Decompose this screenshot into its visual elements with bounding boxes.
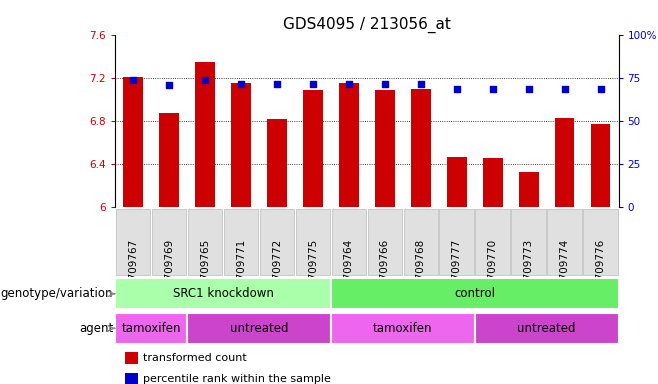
Text: GSM709770: GSM709770 (488, 238, 497, 301)
FancyBboxPatch shape (440, 209, 474, 275)
Text: GSM709769: GSM709769 (164, 238, 174, 302)
Point (523, 86, 534, 92)
Text: agent: agent (79, 322, 113, 335)
FancyBboxPatch shape (583, 209, 618, 275)
Title: GDS4095 / 213056_at: GDS4095 / 213056_at (283, 17, 451, 33)
Text: GSM709764: GSM709764 (344, 238, 354, 302)
Text: GSM709776: GSM709776 (595, 238, 605, 302)
Text: genotype/variation: genotype/variation (1, 287, 113, 300)
FancyBboxPatch shape (331, 313, 474, 344)
Bar (555, 118, 574, 207)
FancyBboxPatch shape (368, 209, 402, 275)
Bar (195, 61, 215, 207)
Text: transformed count: transformed count (143, 353, 247, 363)
Point (451, 86, 462, 92)
Point (343, 81, 354, 87)
Bar (375, 89, 395, 207)
Point (272, 81, 282, 87)
Text: GSM709775: GSM709775 (308, 238, 318, 302)
FancyBboxPatch shape (547, 209, 582, 275)
Point (128, 77, 138, 83)
Text: GSM709766: GSM709766 (380, 238, 390, 302)
Text: control: control (454, 287, 495, 300)
FancyBboxPatch shape (115, 313, 187, 344)
FancyBboxPatch shape (332, 209, 366, 275)
Text: untreated: untreated (230, 322, 288, 335)
Bar (447, 157, 467, 207)
Bar (125, 373, 138, 384)
Text: GSM709777: GSM709777 (452, 238, 462, 302)
Bar (519, 172, 538, 207)
Point (236, 81, 246, 87)
Point (559, 86, 570, 92)
Point (595, 86, 606, 92)
Text: tamoxifen: tamoxifen (373, 322, 432, 335)
FancyBboxPatch shape (476, 209, 510, 275)
Text: tamoxifen: tamoxifen (121, 322, 181, 335)
Bar (591, 124, 611, 207)
Text: GSM709772: GSM709772 (272, 238, 282, 302)
Text: GSM709771: GSM709771 (236, 238, 246, 302)
FancyBboxPatch shape (187, 313, 331, 344)
FancyBboxPatch shape (403, 209, 438, 275)
FancyBboxPatch shape (188, 209, 222, 275)
Bar (339, 83, 359, 207)
Text: GSM709768: GSM709768 (416, 238, 426, 302)
Text: untreated: untreated (517, 322, 576, 335)
Bar (123, 77, 143, 207)
Bar (159, 113, 179, 207)
Bar (411, 89, 430, 207)
Bar (231, 83, 251, 207)
Point (415, 81, 426, 87)
Point (308, 81, 318, 87)
Text: GSM709774: GSM709774 (559, 238, 570, 302)
FancyBboxPatch shape (260, 209, 294, 275)
Point (200, 77, 211, 83)
FancyBboxPatch shape (224, 209, 258, 275)
Bar (267, 119, 287, 207)
Bar (303, 89, 323, 207)
Text: GSM709767: GSM709767 (128, 238, 138, 302)
Text: percentile rank within the sample: percentile rank within the sample (143, 374, 331, 384)
FancyBboxPatch shape (152, 209, 186, 275)
Text: GSM709765: GSM709765 (200, 238, 210, 302)
Text: GSM709773: GSM709773 (524, 238, 534, 302)
Point (380, 81, 390, 87)
Point (164, 82, 174, 88)
Point (488, 86, 498, 92)
FancyBboxPatch shape (474, 313, 619, 344)
FancyBboxPatch shape (115, 278, 331, 310)
FancyBboxPatch shape (116, 209, 151, 275)
Text: SRC1 knockdown: SRC1 knockdown (172, 287, 274, 300)
Bar (125, 352, 138, 364)
FancyBboxPatch shape (295, 209, 330, 275)
FancyBboxPatch shape (331, 278, 619, 310)
Bar (483, 158, 503, 207)
FancyBboxPatch shape (511, 209, 546, 275)
